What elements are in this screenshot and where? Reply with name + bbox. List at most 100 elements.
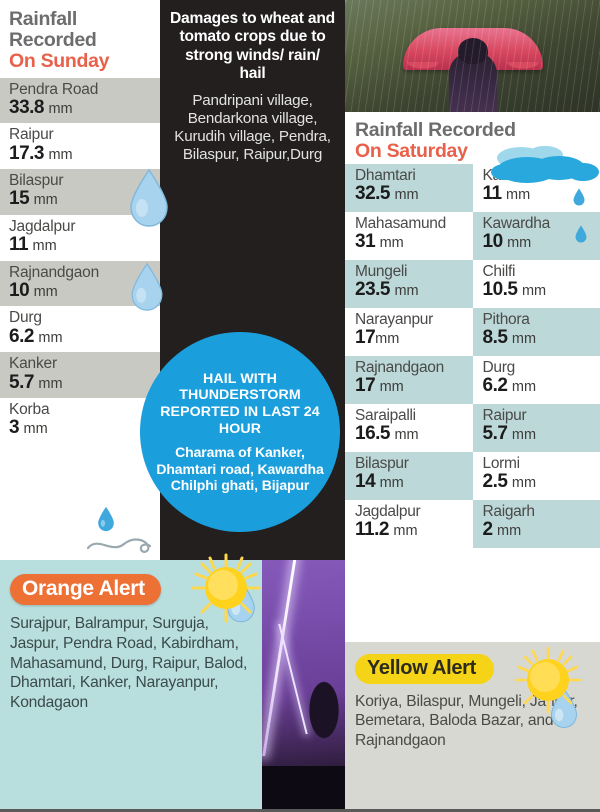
rainfall-number: 17 [355,326,376,348]
rainfall-unit: mm [375,330,400,347]
rainfall-unit: mm [23,421,48,438]
rainfall-value: 6.2 mm [482,374,593,397]
table-row: Kanker 11 mm [472,163,600,212]
damages-village-list: Pandripani village, Bendarkona village, … [174,91,331,164]
table-row: Kawardha 10 mm [472,211,600,260]
table-row: Raipur 5.7 mm [472,403,600,452]
rainfall-value: 10.5 mm [483,279,593,301]
rainfall-unit: mm [33,192,58,209]
table-row: Jagdalpur 11.2 mm [345,499,473,548]
rainfall-unit: mm [507,234,532,251]
table-row: Durg 6.2 mm [472,355,600,404]
table-row: Mungeli 23.5 mm [345,259,473,308]
rainfall-number: 6.2 [9,325,34,347]
rainfall-value: 32.5 mm [355,182,465,205]
table-row: Dhamtari 32.5 mm [345,163,473,212]
hail-thunderstorm-callout: HAIL WITH THUNDERSTORM REPORTED IN LAST … [140,332,340,532]
rainfall-value: 2 mm [483,519,593,541]
rainfall-unit: mm [393,522,418,539]
damages-title: Damages to wheat and tomato crops due to… [170,10,335,83]
rainfall-value: 15 mm [9,189,151,210]
rainfall-value: 23.5 mm [355,278,465,301]
rainfall-number: 16.5 [355,422,390,444]
rainfall-value: 16.5 mm [355,422,465,445]
rainfall-number: 32.5 [355,182,390,204]
rainfall-number: 5.7 [482,422,508,444]
rainfall-number: 11.2 [355,518,389,540]
rainfall-place: Raipur [482,406,527,424]
rainfall-number: 17.3 [9,142,44,164]
rainfall-unit: mm [379,378,404,395]
rainfall-value: 31 mm [355,230,465,253]
hail-callout-locations: Charama of Kanker, Dhamtari road, Kaward… [156,444,324,493]
rainfall-place: Mungeli [355,262,408,280]
rainfall-place: Durg [482,358,516,376]
bottom-divider [0,809,600,812]
table-row: Raipur 17.3 mm [0,123,160,170]
rainfall-number: 6.2 [482,374,508,396]
rainfall-unit: mm [511,330,537,347]
rainfall-unit: mm [394,426,419,443]
table-row: Rajnandgaon 10 mm [0,260,160,307]
table-row: Mahasamund 31 mm [345,211,473,260]
rainfall-number: 8.5 [482,326,508,348]
rainfall-number: 31 [355,230,376,252]
rainfall-number: 3 [9,417,20,439]
rainfall-value: 5.7 mm [9,371,151,394]
rainfall-unit: mm [32,238,57,255]
rainfall-number: 11 [9,234,29,256]
table-row: Raigarh 2 mm [472,499,600,548]
rain-umbrella-photo [345,0,600,112]
rainfall-unit: mm [394,186,419,203]
sunday-header: Rainfall Recorded On Sunday [0,0,160,78]
rainfall-place: Raigarh [482,502,535,520]
person-silhouette [449,38,497,112]
rainfall-place: Korba [9,401,50,419]
rainfall-unit: mm [48,146,73,163]
rainfall-number: 2.5 [482,470,508,492]
rainfall-place: Jagdalpur [355,502,421,520]
yellow-alert-districts: Koriya, Bilaspur, Mungeli, Janjgir, Beme… [355,693,578,749]
table-row: Chilfi 10.5 mm [472,259,600,308]
rainfall-value: 11.2 mm [355,518,465,541]
rainfall-place: Jagdalpur [9,217,76,235]
rainfall-value: 2.5 mm [482,470,593,493]
rainfall-value: 8.5 mm [482,326,593,349]
orange-alert-districts: Surajpur, Balrampur, Surguja, Jaspur, Pe… [10,615,248,712]
rainfall-unit: mm [521,282,547,299]
yellow-alert-panel: Yellow Alert Koriya, Bilaspur, Mungeli, … [345,642,600,812]
tree-silhouette [304,670,344,780]
rainfall-value: 14 mm [355,471,465,493]
rainfall-unit: mm [379,474,404,491]
rainfall-value: 11 mm [9,234,151,256]
table-row: Saraipalli 16.5 mm [345,403,473,452]
rainfall-unit: mm [511,474,537,491]
rainfall-place: Mahasamund [355,214,446,232]
rainfall-place: Pithora [482,310,530,328]
saturday-title-accent: On Saturday [355,139,468,162]
sunday-title-accent: On Sunday [9,49,110,72]
hail-callout-title: HAIL WITH THUNDERSTORM REPORTED IN LAST … [160,370,320,437]
rainfall-place: Chilfi [482,262,516,280]
table-row: Pithora 8.5 mm [472,307,600,356]
rainfall-place: Durg [9,309,42,327]
rainfall-place: Bilaspur [355,454,409,472]
ground-silhouette [262,766,348,812]
sunday-title-line2: Recorded [9,28,97,51]
rainfall-place: Rajnandgaon [9,263,100,281]
lightning-storm-photo [262,528,348,812]
rainfall-number: 5.7 [9,371,34,393]
table-row: Rajnandgaon 17 mm [345,355,473,404]
rainfall-place: Kanker [482,166,531,184]
sunday-title-line1: Rainfall [9,8,78,30]
rainfall-unit: mm [511,378,537,395]
rainfall-value: 33.8 mm [9,97,151,119]
rainfall-number: 23.5 [355,278,390,300]
rainfall-place: Saraipalli [355,406,416,424]
saturday-column-right: Kanker 11 mm Kawardha 10 mm Chilfi 10.5 … [472,163,600,548]
rain-streaks [345,0,600,112]
saturday-column-left: Dhamtari 32.5 mm Mahasamund 31 mm Mungel… [345,163,473,548]
table-row: Kanker 5.7 mm [0,352,160,399]
table-row: Lormi 2.5 mm [472,451,600,500]
rainfall-value: 10 mm [9,280,151,302]
